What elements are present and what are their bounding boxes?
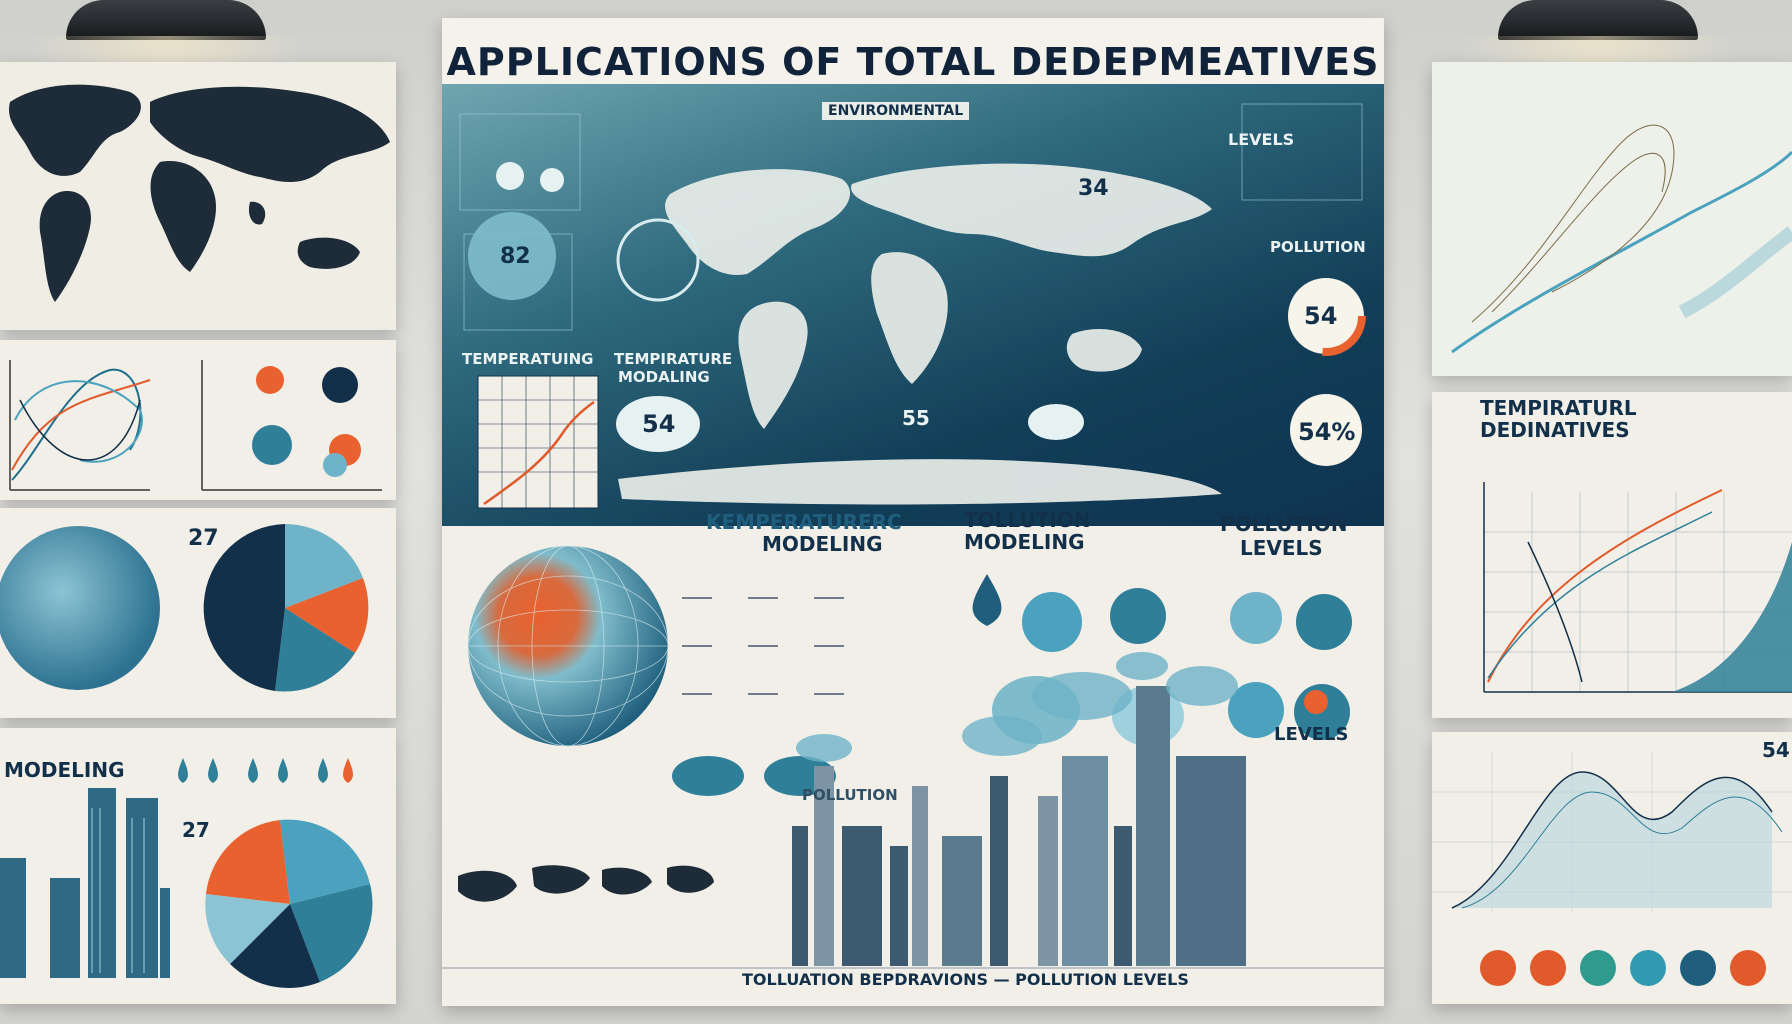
- kemperature-label: KEMPERATURERC: [706, 510, 902, 534]
- city-and-pie-illustration: [0, 728, 396, 1004]
- tollution-modeling-label: MODELING: [964, 530, 1085, 554]
- main-poster: APPLICATIONS OF TOTAL DEDEPMEATIVES: [442, 18, 1384, 1006]
- footer-strip: TOLLUATION BEPDRAVIONS — POLLUTION LEVEL…: [442, 968, 1384, 996]
- curves-and-icons-illustration: [0, 340, 396, 500]
- footer-text: TOLLUATION BEPDRAVIONS — POLLUTION LEVEL…: [742, 970, 1189, 989]
- value-34: 34: [1078, 176, 1109, 201]
- value-54-badge: 54: [1304, 302, 1338, 330]
- levels-label-lower: LEVELS: [1240, 536, 1323, 560]
- left-modeling-label: MODELING: [4, 758, 125, 782]
- modeling-label-top: MODALING: [618, 368, 710, 386]
- pollution-label-small: POLLUTION: [802, 786, 898, 804]
- left-globe-pie-panel: 27: [0, 508, 396, 718]
- poster-title: APPLICATIONS OF TOTAL DEDEPMEATIVES: [446, 40, 1380, 84]
- lower-band-illustration: [442, 545, 1384, 969]
- value-55: 55: [902, 406, 930, 430]
- temperature-label-a: TEMPERATUING: [462, 350, 594, 368]
- top-band: ENVIRONMENTAL LEVELS POLLUTION TEMPERATU…: [442, 84, 1384, 526]
- formula-grid: [672, 572, 872, 732]
- left-world-map-panel: [0, 62, 396, 330]
- title-strip: [442, 18, 1384, 84]
- world-map-illustration: [0, 62, 396, 330]
- levels-label-top: LEVELS: [1228, 130, 1295, 149]
- globe-and-pie-illustration: [0, 508, 396, 718]
- right-title-line1: TEMPIRATURL: [1480, 396, 1637, 420]
- left-curves-panel: [0, 340, 396, 500]
- top-band-illustration: [459, 103, 1366, 509]
- wall-lamp-left: [26, 0, 306, 126]
- swirl-illustration: [1432, 62, 1792, 376]
- pollution-label-lower: POLLUTION: [1220, 512, 1348, 536]
- right-derivatives-panel: TEMPIRATURL DEDINATIVES: [1432, 392, 1792, 718]
- pollution-label-top: POLLUTION: [1270, 238, 1366, 256]
- tollution-label: TOLLUTION: [964, 508, 1091, 532]
- value-54-cloud: 54: [642, 410, 676, 438]
- value-82: 82: [500, 244, 531, 269]
- temperature-label-b: TEMPIRATURE: [614, 350, 733, 368]
- levels-label-lower-2: LEVELS: [1274, 724, 1349, 745]
- right-title-line2: DEDINATIVES: [1480, 418, 1630, 442]
- right-waves-panel: 54: [1432, 732, 1792, 1004]
- value-54-percent: 54%: [1298, 418, 1356, 446]
- right-curve-panel: [1432, 62, 1792, 376]
- pie-value-label: 27: [188, 526, 219, 551]
- derivatives-chart-illustration: [1432, 392, 1792, 718]
- wall-lamp-right: [1458, 0, 1738, 126]
- waves-illustration: [1432, 732, 1792, 1004]
- modeling-label-lower: MODELING: [762, 532, 883, 556]
- right-corner-value: 54: [1762, 738, 1790, 762]
- environmental-label: ENVIRONMENTAL: [822, 102, 970, 120]
- formula-glyphs: [682, 597, 844, 695]
- pie-value-label-2: 27: [182, 818, 210, 842]
- left-city-pie-panel: MODELING 27: [0, 728, 396, 1004]
